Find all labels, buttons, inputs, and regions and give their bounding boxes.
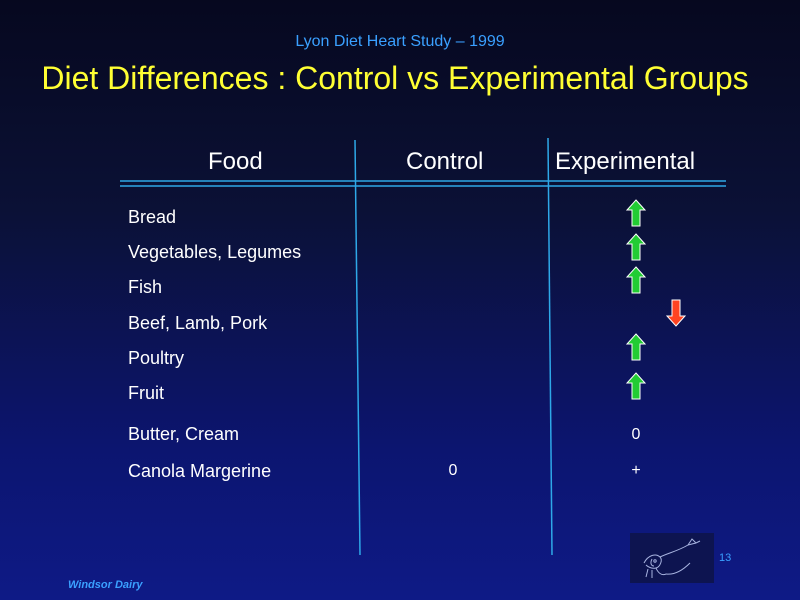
row-label-canola: Canola Margerine — [128, 461, 272, 481]
row-label-poultry: Poultry — [128, 348, 185, 368]
cell-canola-control: 0 — [448, 462, 458, 479]
row-label-bread: Bread — [128, 207, 177, 227]
column-header-food: Food — [208, 148, 263, 175]
column-header-control: Control — [406, 148, 484, 175]
red-down-arrow-icon — [666, 299, 686, 327]
footer-brand: Windsor Dairy — [68, 579, 143, 591]
cell-butter-experimental: 0 — [631, 426, 641, 443]
row-label-fish: Fish — [128, 277, 163, 297]
cow-logo-icon — [630, 533, 714, 583]
column-header-experimental: Experimental — [555, 148, 696, 175]
row-label-beef: Beef, Lamb, Pork — [128, 313, 268, 333]
cell-canola-experimental: + — [631, 462, 641, 479]
slide-subtitle: Lyon Diet Heart Study – 1999 — [295, 33, 505, 50]
row-label-butter: Butter, Cream — [128, 424, 240, 444]
divider-control-experimental — [547, 137, 553, 556]
divider-food-control — [354, 139, 361, 556]
green-up-arrow-icon — [626, 333, 646, 361]
row-label-fruit: Fruit — [128, 383, 164, 403]
green-up-arrow-icon — [626, 266, 646, 294]
green-up-arrow-icon — [626, 372, 646, 400]
slide-title: Diet Differences : Control vs Experiment… — [41, 60, 749, 96]
green-up-arrow-icon — [626, 199, 646, 227]
page-number: 13 — [719, 552, 732, 564]
row-label-vegetables: Vegetables, Legumes — [128, 242, 302, 262]
green-up-arrow-icon — [626, 233, 646, 261]
